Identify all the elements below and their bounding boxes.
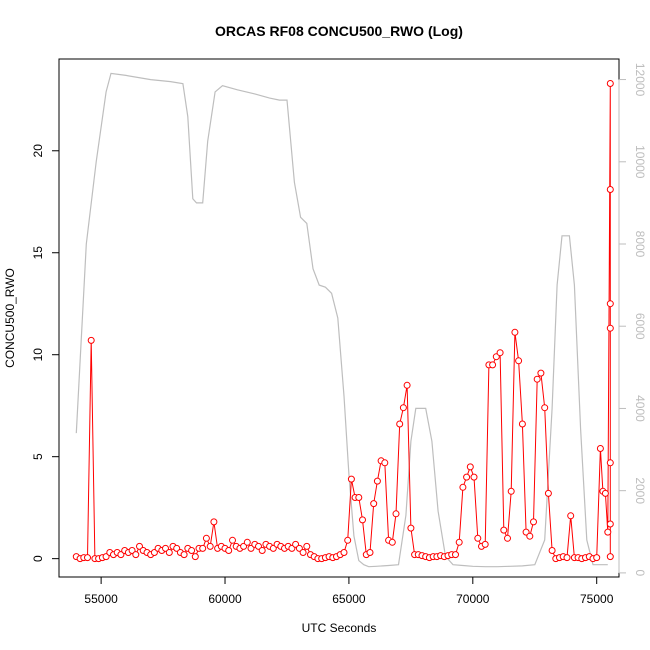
y2-tick-label: 0 [633, 570, 647, 577]
data-point [606, 459, 614, 467]
data-point [388, 538, 396, 546]
data-point [229, 536, 236, 544]
data-point [606, 186, 614, 193]
data-point [537, 369, 545, 377]
data-point [463, 473, 471, 481]
data-point [370, 500, 378, 508]
data-point [507, 487, 515, 495]
data-point [132, 551, 140, 559]
data-point [359, 516, 366, 524]
y2-tick-label: 6000 [633, 313, 647, 340]
data-point [606, 80, 614, 87]
data-point [243, 538, 251, 546]
data-point [496, 349, 504, 357]
data-point [399, 404, 407, 412]
data-point [403, 381, 411, 389]
data-point [452, 551, 459, 559]
data-point [299, 549, 307, 556]
y-axis: 0 5 10 15 20 [31, 144, 60, 562]
data-point [210, 518, 218, 526]
data-point [188, 547, 196, 554]
data-point [596, 445, 604, 452]
red-series-line [76, 83, 611, 560]
x-axis-label: UTC Seconds [302, 621, 377, 635]
data-point [567, 512, 575, 520]
data-point [459, 483, 467, 491]
x-tick-label: 75000 [580, 592, 614, 606]
red-series [72, 80, 614, 563]
data-point [563, 554, 571, 562]
data-point [544, 489, 552, 497]
data-point [355, 494, 363, 501]
data-point [225, 547, 233, 554]
gray-series-line [75, 72, 608, 568]
data-point [548, 547, 556, 554]
x-tick-label: 65000 [332, 592, 366, 606]
y2-tick-label: 4000 [633, 395, 647, 422]
data-point [381, 459, 389, 467]
data-point [606, 520, 614, 528]
data-point [606, 553, 614, 561]
data-point [530, 518, 537, 526]
data-point [601, 489, 609, 497]
data-point [206, 542, 214, 550]
y-tick-label: 10 [31, 348, 45, 362]
data-point [474, 534, 482, 542]
data-point [84, 554, 91, 562]
data-point [526, 532, 534, 540]
plot-frame [58, 58, 620, 578]
data-point [481, 540, 489, 548]
data-point [165, 549, 173, 556]
y-tick-label: 15 [31, 246, 45, 260]
x-axis: 55000 60000 65000 70000 75000 [84, 576, 614, 606]
y-tick-label: 5 [31, 453, 45, 460]
data-point [344, 536, 352, 544]
data-point [500, 526, 508, 534]
y2-axis: 0 2000 4000 6000 8000 10000 12000 [618, 63, 647, 577]
data-point [489, 361, 497, 369]
data-point [392, 510, 400, 518]
data-point [199, 544, 207, 552]
y-axis-label: CONCU500_RWO [3, 268, 17, 368]
data-point [515, 357, 523, 365]
data-point [347, 475, 355, 483]
data-point [373, 477, 381, 485]
data-point [340, 549, 348, 556]
data-point [202, 534, 210, 542]
gray-series [75, 72, 608, 568]
data-point [366, 549, 374, 556]
chart-title: ORCAS RF08 CONCU500_RWO (Log) [215, 23, 463, 39]
data-point [396, 420, 404, 428]
y2-tick-label: 12000 [633, 63, 647, 97]
data-point [466, 463, 474, 471]
data-point [504, 534, 511, 542]
y-tick-label: 0 [31, 555, 45, 562]
y2-tick-label: 10000 [633, 145, 647, 179]
data-point [180, 551, 188, 559]
data-point [606, 300, 614, 308]
y2-tick-label: 8000 [633, 231, 647, 258]
data-point [303, 542, 311, 550]
data-point [407, 524, 415, 532]
x-tick-label: 55000 [84, 592, 118, 606]
data-point [511, 328, 519, 336]
data-point [191, 553, 199, 561]
data-point [258, 547, 266, 554]
x-tick-label: 60000 [208, 592, 242, 606]
y2-tick-label: 2000 [633, 477, 647, 504]
y-tick-label: 20 [31, 144, 45, 158]
data-point [541, 404, 549, 412]
data-point [518, 420, 526, 428]
data-point [87, 336, 95, 344]
data-point [606, 324, 614, 332]
data-point [455, 538, 463, 546]
data-point [470, 473, 478, 481]
x-tick-label: 70000 [456, 592, 490, 606]
data-point [533, 375, 541, 383]
data-point [604, 528, 612, 536]
data-point [593, 554, 601, 562]
